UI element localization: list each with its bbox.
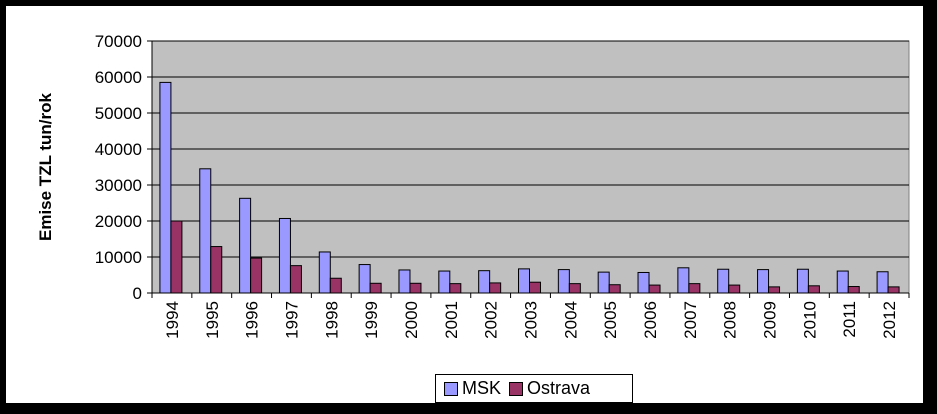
bar-ostrava-2003 <box>529 281 541 294</box>
x-tick-label: 1999 <box>362 301 381 339</box>
bar-ostrava-2007 <box>688 283 701 294</box>
bar-msk-1994 <box>159 81 172 294</box>
bar-msk-2002 <box>478 270 491 294</box>
grid-lines <box>152 40 909 258</box>
bar-msk-1996 <box>239 197 252 294</box>
y-tick-label: 70000 <box>95 32 142 51</box>
bar-ostrava-2005 <box>608 284 621 294</box>
x-tick-label: 2004 <box>561 301 580 339</box>
bar-msk-1998 <box>318 251 331 294</box>
bar-ostrava-2012 <box>887 286 900 294</box>
bar-ostrava-1996 <box>250 257 263 294</box>
legend: MSK Ostrava <box>435 374 633 403</box>
bar-msk-2005 <box>597 271 610 294</box>
bar-ostrava-2002 <box>489 282 502 294</box>
x-tick-label: 2010 <box>800 301 819 339</box>
bar-ostrava-2008 <box>728 284 741 294</box>
y-tick-label: 10000 <box>95 248 142 267</box>
x-tick-label: 2002 <box>482 301 501 339</box>
x-tick-label: 1995 <box>203 301 222 339</box>
x-tick-label: 2001 <box>442 301 461 339</box>
chart: 0 10000 20000 30000 40000 50000 60000 70000 199… <box>36 32 910 339</box>
bars <box>159 81 900 294</box>
x-tick-label: 2000 <box>402 301 421 339</box>
x-tick-label: 2011 <box>840 301 859 338</box>
bar-msk-1997 <box>278 217 291 294</box>
bar-ostrava-2011 <box>847 286 860 294</box>
x-tick-label: 2008 <box>721 301 740 339</box>
bar-msk-2007 <box>677 267 690 294</box>
chart-frame: 0 10000 20000 30000 40000 50000 60000 70000 199… <box>6 6 923 403</box>
bar-ostrava-2000 <box>409 282 422 294</box>
y-ticks: 0 10000 20000 30000 40000 50000 60000 70000 <box>95 32 152 303</box>
bar-msk-2010 <box>796 268 809 294</box>
x-tick-label: 1997 <box>282 301 301 339</box>
legend-label-msk: MSK <box>462 378 502 398</box>
bar-ostrava-1994 <box>170 220 183 294</box>
bar-msk-2004 <box>557 269 570 294</box>
y-tick-label: 50000 <box>95 104 142 123</box>
x-tick-label: 2007 <box>681 301 700 339</box>
bar-msk-2009 <box>757 269 770 294</box>
bar-msk-2000 <box>398 269 411 294</box>
legend-item-ostrava: Ostrava <box>509 378 590 399</box>
legend-label-ostrava: Ostrava <box>527 378 591 398</box>
bar-ostrava-1999 <box>369 282 382 294</box>
x-tick-label: 2005 <box>601 301 620 339</box>
bar-ostrava-1998 <box>329 277 342 294</box>
bar-ostrava-1997 <box>289 265 302 294</box>
bar-ostrava-2001 <box>449 283 462 294</box>
bar-msk-2008 <box>717 268 730 294</box>
y-tick-label: 60000 <box>95 68 142 87</box>
bar-ostrava-2009 <box>768 286 781 294</box>
legend-swatch-msk <box>444 381 458 396</box>
bar-msk-1999 <box>358 264 371 294</box>
x-tick-label: 2012 <box>880 301 899 339</box>
legend-swatch-ostrava <box>509 381 524 396</box>
bar-msk-1995 <box>199 168 212 294</box>
legend-item-msk: MSK <box>444 378 501 399</box>
bar-ostrava-2004 <box>568 283 581 294</box>
bar-msk-2006 <box>637 271 650 294</box>
bar-msk-2001 <box>438 270 451 294</box>
y-tick-label: 40000 <box>95 140 142 159</box>
y-tick-label: 20000 <box>95 212 142 231</box>
y-tick-label: 0 <box>133 284 142 303</box>
y-tick-label: 30000 <box>95 176 142 195</box>
x-tick-label: 1996 <box>243 301 262 339</box>
x-ticks: 1994 1995 1996 1997 1998 1999 2000 2001 2002 2003… <box>151 293 910 339</box>
x-tick-label: 1998 <box>322 301 341 339</box>
x-tick-label: 2006 <box>641 301 660 339</box>
bar-ostrava-2006 <box>648 284 661 294</box>
bar-msk-2011 <box>836 270 849 294</box>
y-axis-label: Emise TZL tun/rok <box>36 92 55 241</box>
x-tick-label: 2003 <box>522 301 541 339</box>
bar-ostrava-1995 <box>210 246 223 294</box>
plot-area <box>151 40 910 294</box>
bar-msk-2003 <box>518 268 530 294</box>
bar-msk-2012 <box>876 271 889 294</box>
x-tick-label: 2009 <box>761 301 780 339</box>
bar-ostrava-2010 <box>807 285 820 294</box>
x-tick-label: 1994 <box>163 301 182 339</box>
